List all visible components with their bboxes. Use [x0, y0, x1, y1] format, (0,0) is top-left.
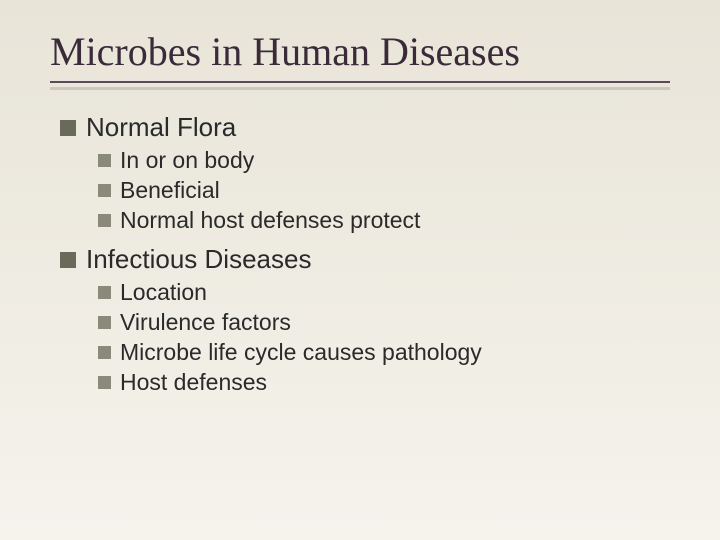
square-bullet-icon	[98, 214, 111, 227]
list-item-text: Location	[120, 279, 207, 306]
square-bullet-icon	[98, 376, 111, 389]
title-underline	[50, 81, 670, 83]
square-bullet-icon	[98, 184, 111, 197]
square-bullet-icon	[60, 120, 76, 136]
section-heading-text: Normal Flora	[86, 112, 236, 143]
list-item-text: Microbe life cycle causes pathology	[120, 339, 482, 366]
list-item-text: In or on body	[120, 147, 254, 174]
list-item: Normal host defenses protect	[98, 207, 670, 234]
list-item: Virulence factors	[98, 309, 670, 336]
list-item: Location	[98, 279, 670, 306]
section-heading: Infectious Diseases	[60, 244, 670, 275]
list-item: Microbe life cycle causes pathology	[98, 339, 670, 366]
slide-container: Microbes in Human Diseases Normal Flora …	[0, 0, 720, 540]
section-heading: Normal Flora	[60, 112, 670, 143]
list-item-text: Host defenses	[120, 369, 267, 396]
square-bullet-icon	[98, 316, 111, 329]
list-item-text: Beneficial	[120, 177, 220, 204]
list-item-text: Normal host defenses protect	[120, 207, 420, 234]
slide-title: Microbes in Human Diseases	[50, 28, 670, 75]
title-underline-shadow	[50, 87, 670, 90]
square-bullet-icon	[60, 252, 76, 268]
list-item: Beneficial	[98, 177, 670, 204]
square-bullet-icon	[98, 154, 111, 167]
list-item: Host defenses	[98, 369, 670, 396]
square-bullet-icon	[98, 346, 111, 359]
list-item: In or on body	[98, 147, 670, 174]
square-bullet-icon	[98, 286, 111, 299]
section-heading-text: Infectious Diseases	[86, 244, 311, 275]
list-item-text: Virulence factors	[120, 309, 291, 336]
